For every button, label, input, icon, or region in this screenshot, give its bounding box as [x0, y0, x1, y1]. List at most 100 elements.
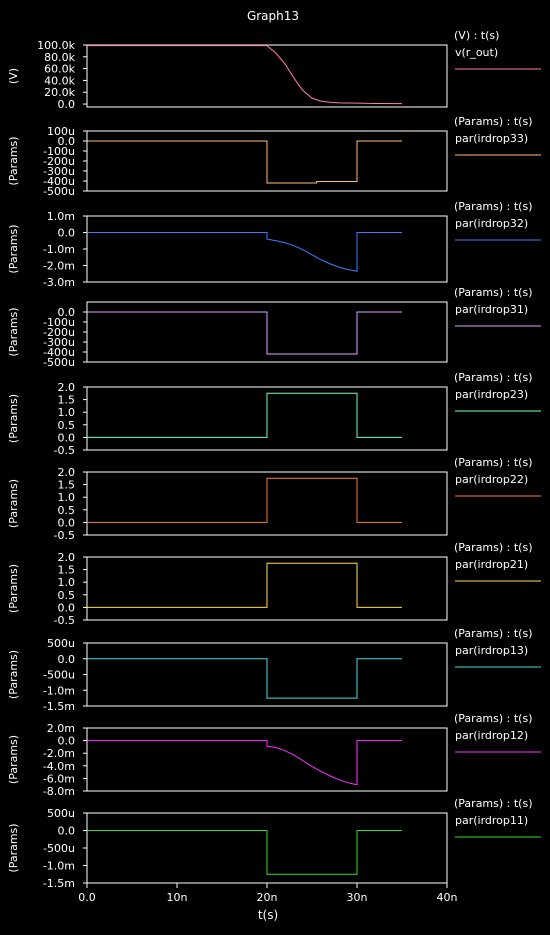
y-tick-label: 1.0 — [58, 406, 76, 419]
y-tick-label: -1.5m — [43, 877, 75, 890]
y-axis-label: (Params) — [7, 823, 20, 872]
legend-label: par(irdrop13) — [455, 644, 528, 657]
y-tick-label: 0.0 — [58, 601, 76, 614]
y-tick-label: -500u — [43, 842, 75, 855]
y-tick-label: -100u — [43, 145, 75, 158]
x-tick-label: 40n — [437, 891, 458, 904]
y-tick-label: 1.5 — [58, 564, 76, 577]
y-tick-label: 0.0 — [58, 227, 76, 240]
y-tick-label: 60.0k — [44, 63, 75, 76]
panel-4: 0.0-100u-200u-300u-400u-500u (Params) (Par… — [7, 286, 541, 369]
y-tick-label: 2.0 — [58, 381, 76, 394]
y-axis-label: (Params) — [7, 224, 20, 273]
panel-header: (Params) : t(s) — [454, 115, 533, 128]
series-line — [87, 140, 402, 184]
y-tick-label: 0.0 — [58, 431, 76, 444]
x-axis: 0.0 10n 20n 30n 40n — [78, 883, 458, 904]
legend-label: par(irdrop11) — [455, 814, 528, 827]
y-tick-label: 0.0 — [58, 306, 76, 319]
panel-3: 1.0m 0.0 -1.0m -2.0m -3.0m (Params) (Params) :… — [7, 200, 541, 289]
y-tick-label: 2.0 — [58, 551, 76, 564]
plot-frame — [86, 386, 448, 451]
legend-label: par(irdrop31) — [455, 303, 528, 316]
series-line — [87, 311, 402, 355]
y-tick-label: -300u — [43, 336, 75, 349]
panel-6: 2.01.51.00.50.0-0.5 (Params) (Params) : t(… — [7, 456, 541, 542]
panel-8: 500u 0.0 -500u -1.0m -1.5m (Params) (Params) :… — [7, 627, 541, 713]
legend-label: par(irdrop23) — [455, 388, 528, 401]
y-tick-label: -0.5 — [54, 614, 75, 627]
y-tick-label: -3.0m — [43, 276, 75, 289]
y-tick-label: -300u — [43, 165, 75, 178]
series-line — [87, 658, 402, 699]
y-tick-label: 1.5 — [58, 479, 76, 492]
y-tick-label: -1.5m — [43, 700, 75, 713]
series-line — [87, 477, 402, 523]
y-tick-label: 0.5 — [58, 589, 76, 602]
y-tick-label: 0.0 — [58, 653, 76, 666]
y-tick-label: -500u — [43, 669, 75, 682]
series-line — [87, 232, 402, 272]
y-tick-label: -1.0m — [43, 860, 75, 873]
y-tick-label: -0.5 — [54, 529, 75, 542]
x-tick-label: 0.0 — [78, 891, 96, 904]
y-tick-label: 0.0 — [58, 516, 76, 529]
y-tick-label: -2.0m — [43, 747, 75, 760]
x-axis-label: t(s) — [258, 908, 278, 922]
y-tick-label: 1.0 — [58, 491, 76, 504]
y-tick-label: 2.0m — [47, 722, 75, 735]
y-axis-label: (Params) — [7, 735, 20, 784]
x-tick-label: 20n — [257, 891, 278, 904]
y-tick-label: -2.0m — [43, 260, 75, 273]
panel-header: (Params) : t(s) — [454, 797, 533, 810]
x-tick-label: 30n — [347, 891, 368, 904]
y-tick-label: 1.0m — [47, 210, 75, 223]
legend-label: par(irdrop33) — [455, 132, 528, 145]
legend-label: par(irdrop12) — [455, 729, 528, 742]
plot-frame — [86, 44, 448, 108]
y-axis-label: (Params) — [7, 394, 20, 443]
y-tick-label: 0.5 — [58, 419, 76, 432]
y-tick-label: -500u — [43, 185, 75, 198]
y-tick-label: -200u — [43, 155, 75, 168]
panel-header: (Params) : t(s) — [454, 541, 533, 554]
y-tick-label: 0.0 — [58, 98, 76, 111]
series-line — [87, 830, 402, 875]
y-tick-label: 2.0 — [58, 466, 76, 479]
y-tick-label: -1.0m — [43, 684, 75, 697]
y-tick-label: 0.5 — [58, 504, 76, 517]
y-tick-label: -1.0m — [43, 243, 75, 256]
y-tick-label: 1.0 — [58, 576, 76, 589]
y-tick-label: 500u — [47, 637, 75, 650]
series-line — [87, 562, 402, 608]
panel-10: 500u 0.0 -500u -1.0m -1.5m (Params) (Params) :… — [7, 797, 541, 890]
y-tick-label: -200u — [43, 326, 75, 339]
panel-5: 2.01.51.00.50.0-0.5 (Params) (Params) : t(… — [7, 371, 541, 457]
y-tick-label: -100u — [43, 316, 75, 329]
y-tick-label: 0.0 — [58, 735, 76, 748]
y-tick-label: -6.0m — [43, 772, 75, 785]
y-axis-label: (Params) — [7, 307, 20, 356]
panel-header: (Params) : t(s) — [454, 456, 533, 469]
panel-header: (Params) : t(s) — [454, 712, 533, 725]
graph-title: Graph13 — [247, 9, 299, 23]
y-tick-label: 40.0k — [44, 74, 75, 87]
legend-label: par(irdrop22) — [455, 473, 528, 486]
panel-header: (Params) : t(s) — [454, 286, 533, 299]
y-tick-label: 20.0k — [44, 86, 75, 99]
y-tick-label: -8.0m — [43, 785, 75, 798]
y-tick-label: 1.5 — [58, 394, 76, 407]
series-line — [87, 740, 402, 786]
y-tick-label: -500u — [43, 356, 75, 369]
y-tick-label: 500u — [47, 807, 75, 820]
panel-header: (Params) : t(s) — [454, 371, 533, 384]
y-tick-label: 80.0k — [44, 51, 75, 64]
plot-frame — [86, 215, 448, 283]
y-axis-label: (Params) — [7, 479, 20, 528]
y-tick-label: 0.0 — [58, 825, 76, 838]
y-axis-label: (Params) — [7, 136, 20, 185]
